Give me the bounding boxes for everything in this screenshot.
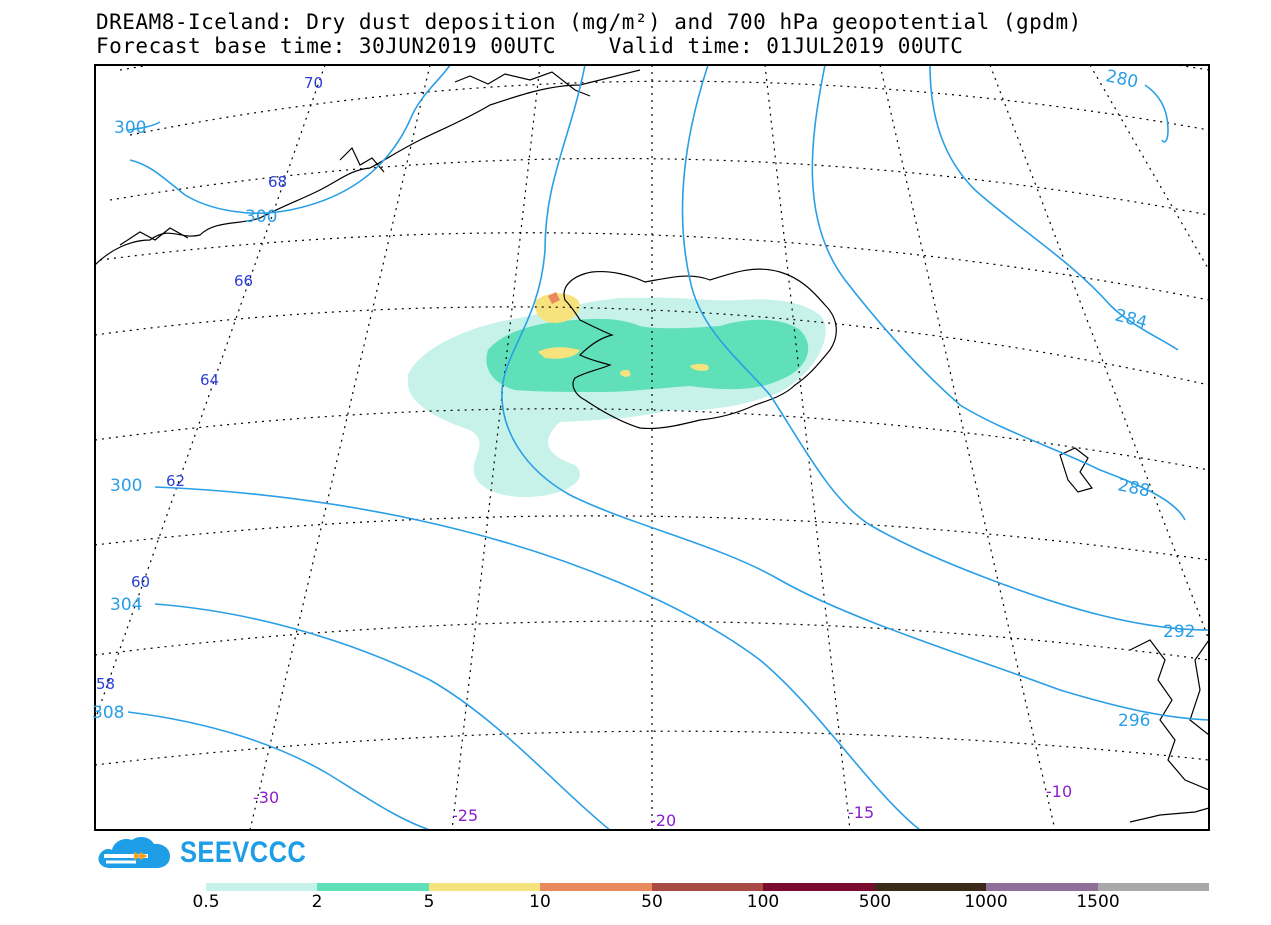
lat-label-62: 62 xyxy=(166,472,185,490)
legend-label: 5 xyxy=(423,892,435,912)
contour-label-304: 304 xyxy=(110,595,142,615)
lon-label-minus15: -15 xyxy=(848,803,874,822)
lat-label-58: 58 xyxy=(96,675,115,693)
longitude-gridlines xyxy=(95,65,1209,830)
lon-label-minus20: -20 xyxy=(650,811,676,830)
legend-label: 0.5 xyxy=(192,892,220,912)
legend-segment xyxy=(206,883,318,891)
legend-segment xyxy=(540,883,652,891)
contour-label-300-a: 300 xyxy=(114,118,146,138)
dust-deposition-area xyxy=(408,292,826,498)
map-title: DREAM8-Iceland: Dry dust deposition (mg/… xyxy=(96,10,1082,34)
lat-label-70: 70 xyxy=(304,74,323,92)
legend-label: 500 xyxy=(858,892,892,912)
lon-label-minus25: -25 xyxy=(452,806,478,825)
cloud-logo-icon xyxy=(98,836,170,868)
contour-label-288: 288 xyxy=(1116,475,1152,501)
contour-label-300-b: 300 xyxy=(245,207,277,227)
legend-color-bar xyxy=(206,883,1209,891)
legend-segment xyxy=(874,883,987,891)
logo-text: SEEVCCC xyxy=(180,836,307,869)
legend-labels: 0.5 2 5 10 50 100 500 1000 1500 xyxy=(0,892,1271,916)
map-subtitle-times: Forecast base time: 30JUN2019 00UTC Vali… xyxy=(96,34,964,58)
legend-segment xyxy=(1097,883,1209,891)
legend-segment xyxy=(317,883,429,891)
contour-label-292: 292 xyxy=(1163,622,1195,642)
lat-label-68: 68 xyxy=(268,173,287,191)
contour-label-300-c: 300 xyxy=(110,476,142,496)
geopotential-contours xyxy=(127,65,1209,830)
contour-label-308: 308 xyxy=(92,703,124,723)
legend-label: 2 xyxy=(311,892,323,912)
legend-segment xyxy=(651,883,764,891)
seevccc-logo: SEEVCCC xyxy=(96,834,329,872)
legend-segment xyxy=(428,883,541,891)
longitude-labels: -30 -25 -20 -15 -10 xyxy=(253,782,1072,830)
legend-label: 1500 xyxy=(1076,892,1120,912)
legend-label: 10 xyxy=(529,892,551,912)
lon-label-minus30: -30 xyxy=(253,788,279,807)
latitude-labels: 70 68 66 64 62 60 58 xyxy=(96,74,323,693)
lon-label-minus10: -10 xyxy=(1046,782,1072,801)
contour-labels: 280 284 288 292 296 300 300 300 304 308 xyxy=(92,66,1195,731)
legend-label: 1000 xyxy=(964,892,1008,912)
contour-label-280: 280 xyxy=(1104,66,1140,92)
legend-label: 50 xyxy=(641,892,663,912)
legend-segment xyxy=(763,883,875,891)
lat-label-66: 66 xyxy=(234,272,253,290)
contour-label-296: 296 xyxy=(1118,711,1150,731)
contour-label-284: 284 xyxy=(1113,306,1150,334)
map-frame xyxy=(94,64,1210,831)
lat-label-64: 64 xyxy=(200,371,219,389)
lat-label-60: 60 xyxy=(131,573,150,591)
legend-label: 100 xyxy=(746,892,780,912)
coastlines xyxy=(95,69,1209,823)
legend-segment xyxy=(986,883,1098,891)
